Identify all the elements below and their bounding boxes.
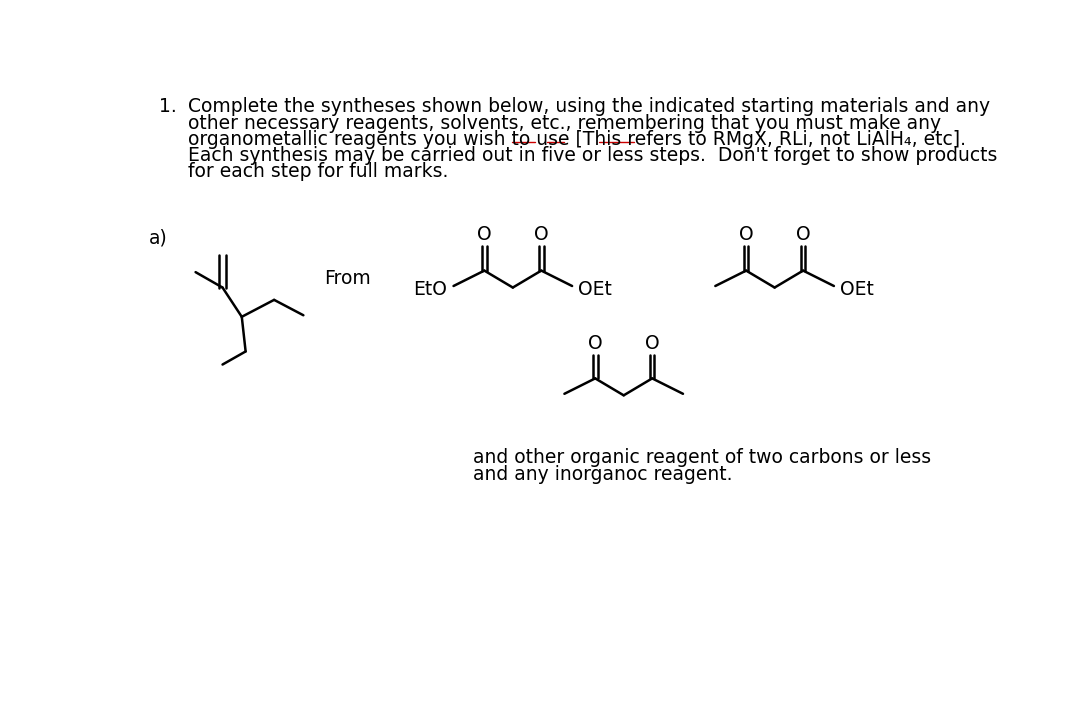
Text: O: O — [588, 334, 602, 353]
Text: O: O — [534, 225, 549, 244]
Text: for each step for full marks.: for each step for full marks. — [188, 162, 449, 181]
Text: and other organic reagent of two carbons or less: and other organic reagent of two carbons… — [472, 448, 931, 467]
Text: EtO: EtO — [414, 280, 448, 299]
Text: and any inorganoc reagent.: and any inorganoc reagent. — [472, 465, 732, 483]
Text: OEt: OEt — [578, 280, 612, 299]
Text: a): a) — [148, 228, 168, 247]
Text: other necessary reagents, solvents, etc., remembering that you must make any: other necessary reagents, solvents, etc.… — [188, 114, 940, 132]
Text: O: O — [477, 225, 492, 244]
Text: organometallic reagents you wish to use [This refers to RMgX, RLi, not LiAlH₄, e: organometallic reagents you wish to use … — [188, 129, 966, 149]
Text: 1.: 1. — [159, 97, 177, 117]
Text: O: O — [645, 334, 659, 353]
Text: Complete the syntheses shown below, using the indicated starting materials and a: Complete the syntheses shown below, usin… — [188, 97, 990, 117]
Text: O: O — [738, 225, 753, 244]
Text: Each synthesis may be carried out in five or less steps.  Don't forget to show p: Each synthesis may be carried out in fiv… — [188, 146, 998, 165]
Text: From: From — [324, 269, 371, 288]
Text: O: O — [796, 225, 811, 244]
Text: OEt: OEt — [840, 280, 873, 299]
